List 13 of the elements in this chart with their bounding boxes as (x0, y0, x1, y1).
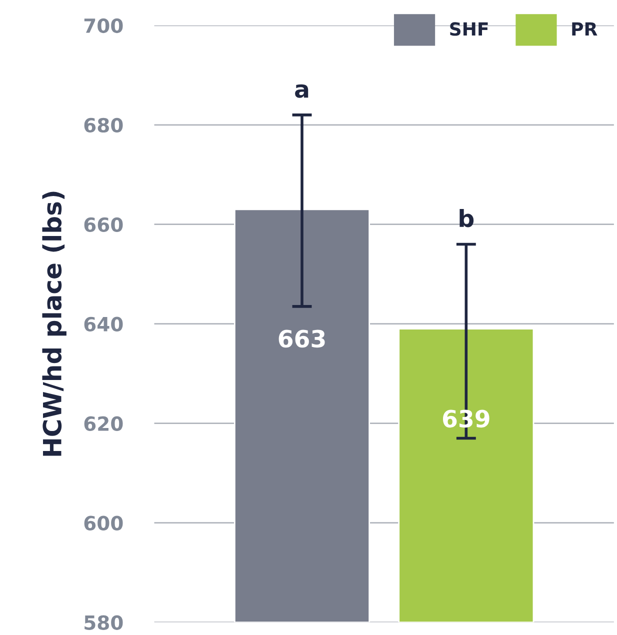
y-tick-label: 660 (84, 217, 123, 232)
legend-label: PR (572, 22, 598, 36)
y-axis-title: HCW/hd place (lbs) (42, 192, 66, 456)
annotation: b (460, 208, 474, 228)
y-tick-label: 640 (84, 316, 123, 332)
y-tick-label: 580 (84, 615, 123, 630)
y-tick-label: 620 (84, 416, 123, 431)
legend-label: SHF (450, 22, 488, 36)
y-tick-label: 700 (84, 18, 123, 34)
data-label: 663 (278, 330, 325, 348)
y-tick-label: 680 (84, 118, 123, 133)
y-tick-label: 600 (84, 516, 123, 530)
annotation: a (295, 84, 308, 98)
